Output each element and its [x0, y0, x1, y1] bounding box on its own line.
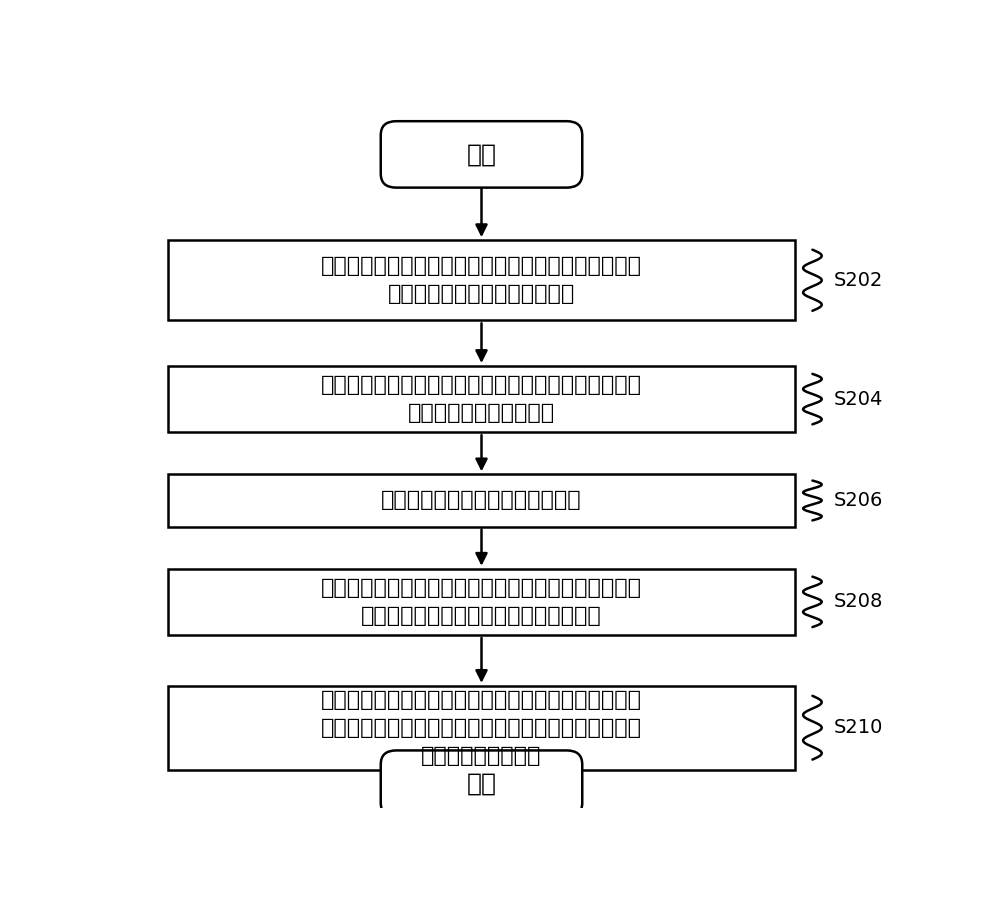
Text: 在压缩机以最低转速运行时，若运行电流大于最大电流
值，则向外发出用于提示故障的报警信号，其中，第三
速率不小于第二速率: 在压缩机以最低转速运行时，若运行电流大于最大电流 值，则向外发出用于提示故障的报…	[321, 690, 642, 765]
FancyBboxPatch shape	[168, 474, 795, 527]
Text: S210: S210	[834, 718, 884, 737]
Text: S202: S202	[834, 271, 884, 290]
FancyBboxPatch shape	[168, 568, 795, 635]
Text: 结束: 结束	[466, 772, 496, 795]
Text: 判断运行电流是否大于最大电流值: 判断运行电流是否大于最大电流值	[381, 490, 582, 510]
Text: S206: S206	[834, 491, 884, 510]
FancyBboxPatch shape	[168, 366, 795, 432]
FancyBboxPatch shape	[381, 750, 582, 817]
Text: 若运行电流大于最大电流值，则控制压缩机以第一速率
降低工作转速至第一转速: 若运行电流大于最大电流值，则控制压缩机以第一速率 降低工作转速至第一转速	[321, 375, 642, 423]
FancyBboxPatch shape	[381, 121, 582, 188]
FancyBboxPatch shape	[168, 686, 795, 770]
Text: 开始: 开始	[466, 143, 496, 166]
FancyBboxPatch shape	[168, 240, 795, 321]
Text: 确定空调器中压缩机的对应于所处环境的环境温度的最
大电流值以及压缩机的运行电流: 确定空调器中压缩机的对应于所处环境的环境温度的最 大电流值以及压缩机的运行电流	[321, 256, 642, 304]
Text: S204: S204	[834, 390, 884, 409]
Text: S208: S208	[834, 592, 884, 611]
Text: 若判断结果为是，则控制压缩机以第三速率降低工作转
速，直至压缩机的工作转速降为最低转速: 若判断结果为是，则控制压缩机以第三速率降低工作转 速，直至压缩机的工作转速降为最…	[321, 577, 642, 626]
